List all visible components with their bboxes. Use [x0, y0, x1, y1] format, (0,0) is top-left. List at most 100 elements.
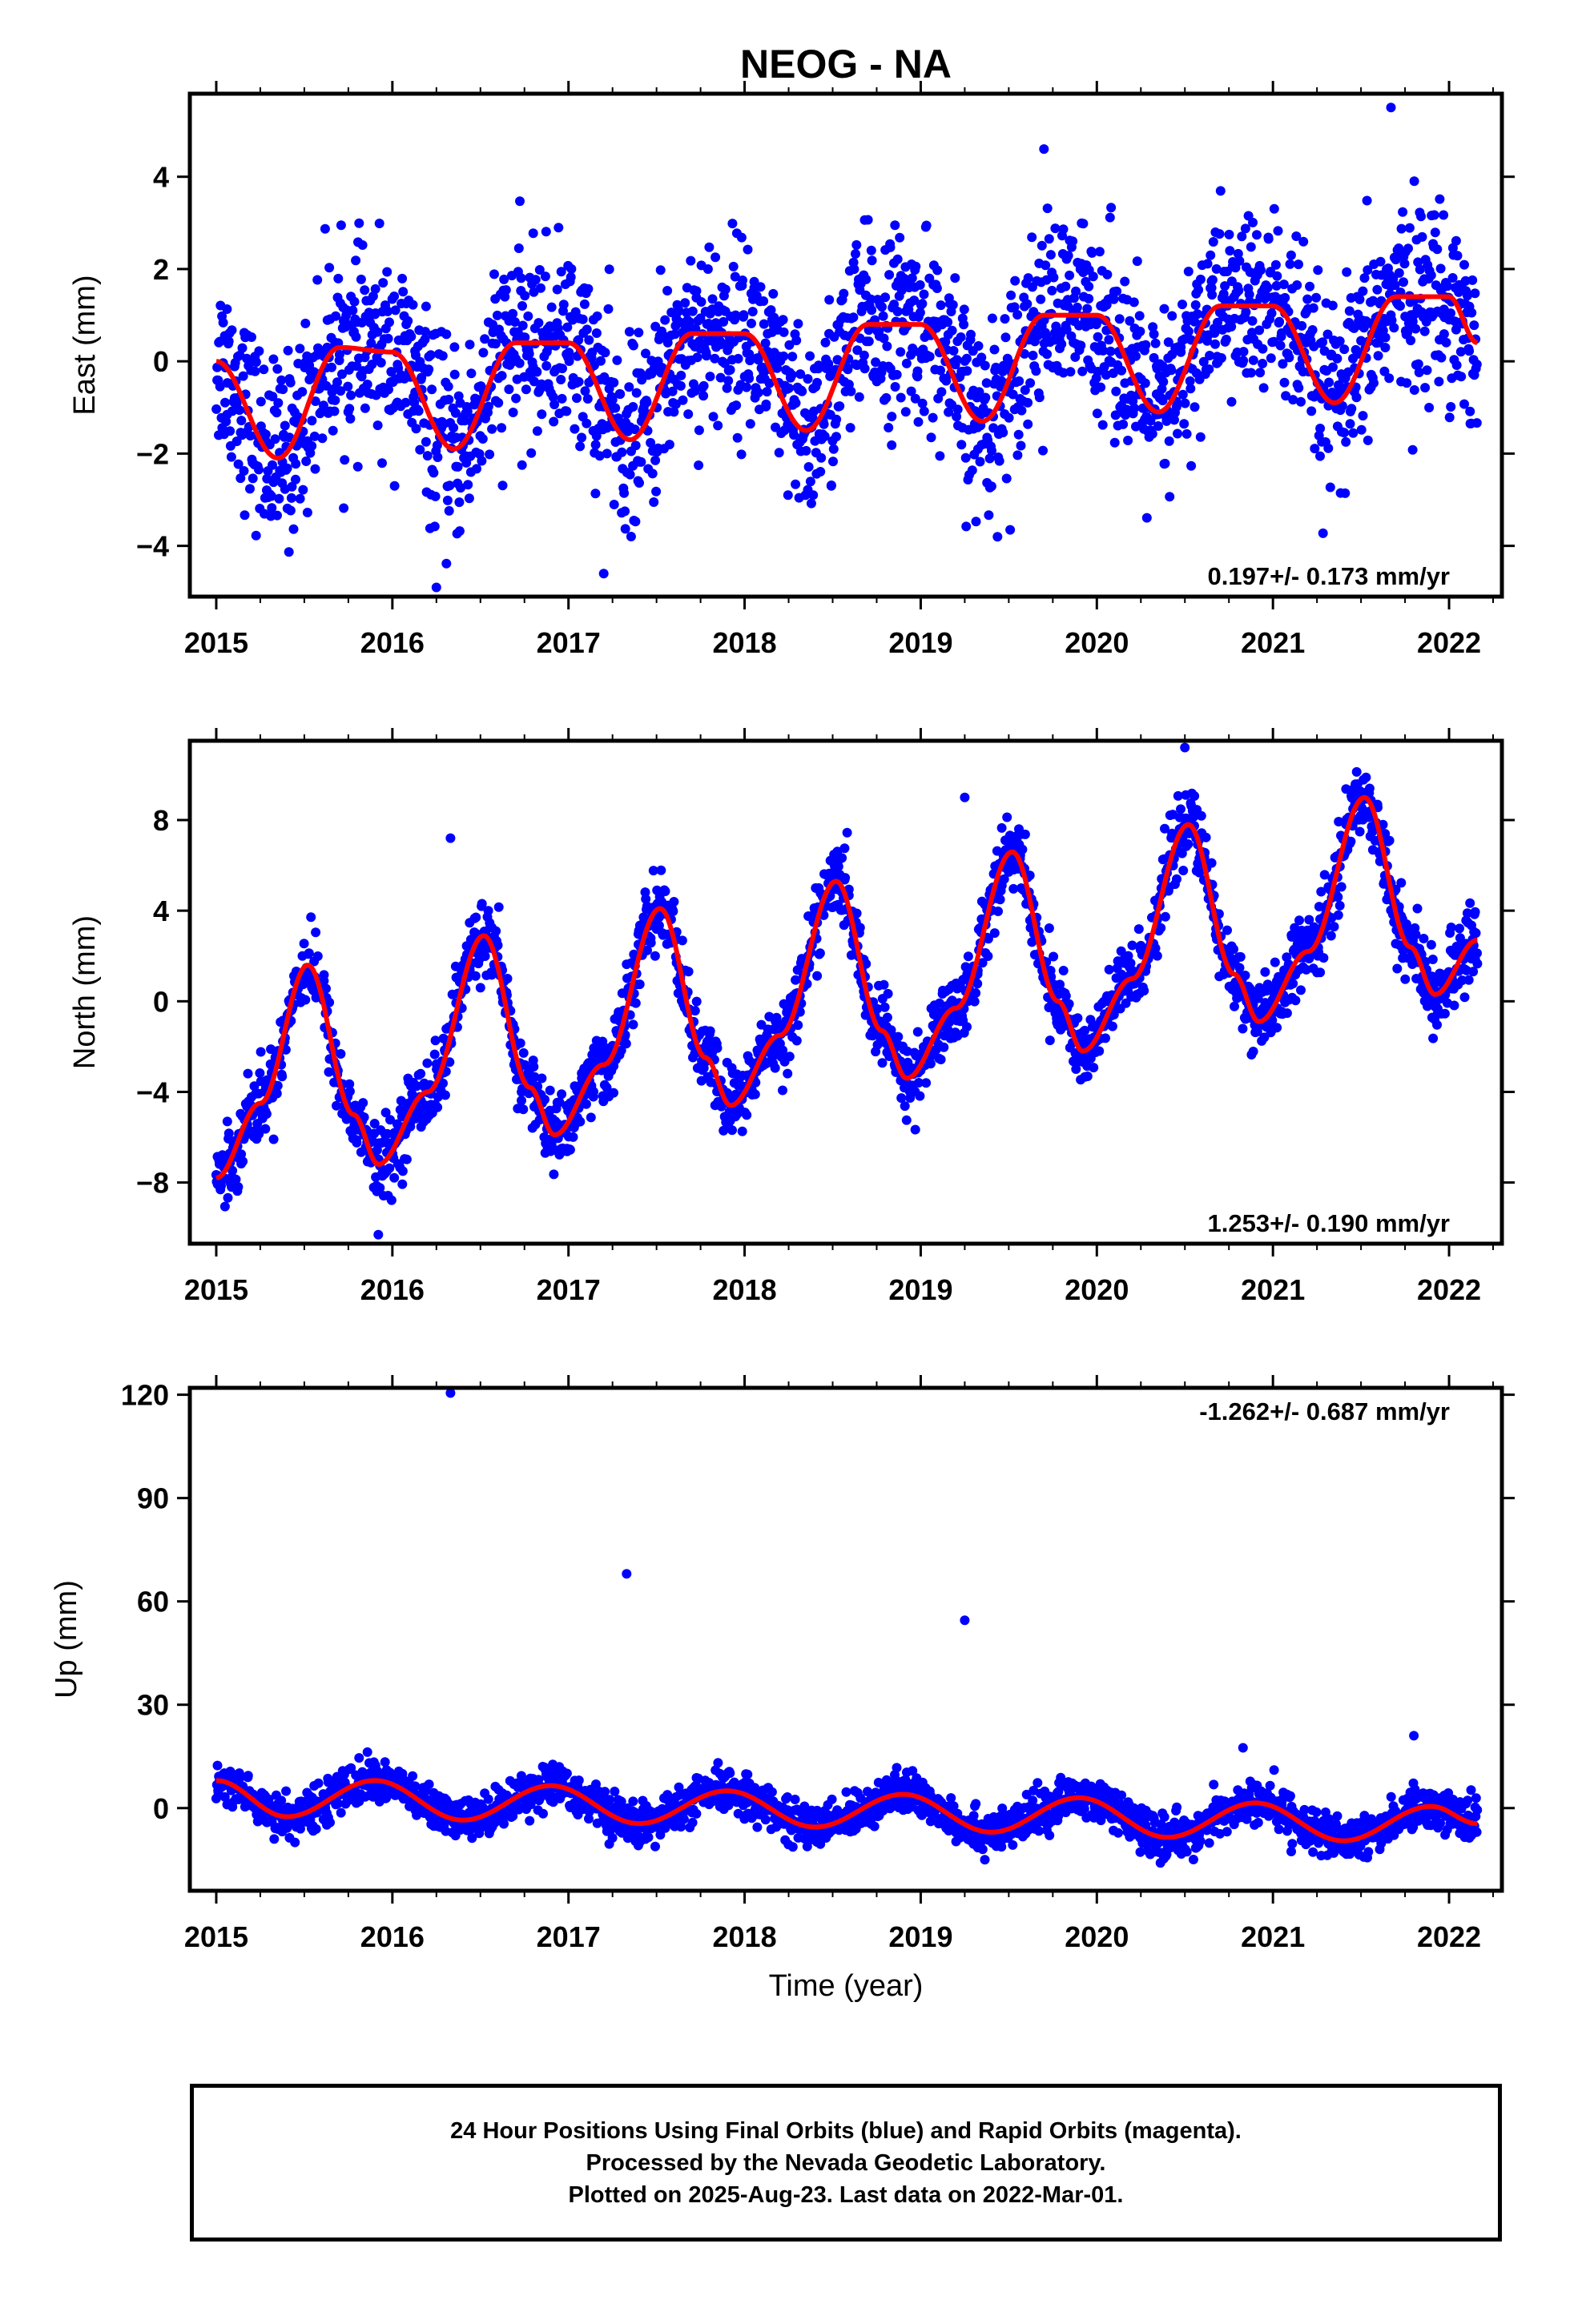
data-point: [1355, 826, 1365, 837]
data-point: [331, 311, 341, 321]
data-point: [1441, 337, 1451, 348]
data-point: [1145, 416, 1156, 426]
data-point: [269, 1834, 280, 1844]
data-point: [1256, 265, 1266, 275]
data-point: [1190, 402, 1200, 412]
data-point: [299, 939, 309, 949]
data-point: [380, 1108, 391, 1118]
data-point: [518, 1047, 529, 1058]
data-point: [1315, 424, 1326, 433]
y-tick-label: 0: [153, 345, 169, 378]
data-point: [1420, 383, 1431, 393]
data-point: [1247, 316, 1258, 326]
data-point: [1467, 308, 1477, 318]
data-point: [255, 1068, 265, 1078]
data-point: [430, 1035, 441, 1046]
data-point: [1262, 283, 1273, 293]
data-point: [472, 464, 481, 474]
data-point: [839, 288, 849, 299]
data-point: [1133, 924, 1144, 935]
data-point: [1036, 294, 1046, 304]
outlier-point: [431, 582, 441, 593]
data-point: [260, 1124, 271, 1134]
data-point: [374, 219, 384, 228]
data-point: [583, 283, 594, 294]
data-point: [1104, 335, 1114, 345]
data-point: [907, 273, 917, 283]
y-tick-label: −8: [136, 1167, 169, 1200]
data-point: [1322, 329, 1333, 340]
data-point: [848, 312, 859, 323]
data-point: [739, 310, 749, 320]
data-point: [1470, 907, 1480, 917]
data-point: [890, 382, 900, 392]
data-point: [368, 291, 378, 301]
data-point: [871, 357, 881, 368]
data-point: [287, 481, 297, 492]
data-point: [1432, 1019, 1442, 1030]
data-point: [1294, 915, 1304, 926]
data-point: [1398, 207, 1408, 217]
data-point: [312, 275, 323, 285]
data-point: [422, 451, 433, 461]
data-point: [664, 440, 674, 450]
data-point: [291, 474, 300, 485]
data-point: [562, 322, 573, 332]
data-point: [617, 447, 627, 457]
data-point: [1356, 336, 1367, 346]
data-point: [1024, 870, 1035, 881]
data-point: [408, 300, 418, 310]
data-point: [1034, 392, 1045, 403]
data-point: [477, 899, 487, 909]
x-tick-label: 2021: [1241, 626, 1305, 659]
data-point: [760, 338, 771, 348]
data-point: [1434, 376, 1444, 387]
data-point: [1072, 302, 1082, 312]
data-point: [1411, 930, 1421, 939]
data-point: [1432, 244, 1443, 255]
data-point: [630, 517, 641, 527]
data-point: [877, 302, 887, 312]
data-point: [235, 473, 246, 484]
data-point: [465, 340, 475, 350]
data-point: [1254, 325, 1265, 336]
data-point: [1218, 289, 1229, 300]
data-point: [566, 263, 577, 274]
data-point: [349, 296, 360, 307]
data-point: [582, 394, 593, 404]
x-tick-label: 2022: [1417, 1273, 1481, 1306]
data-point: [420, 334, 430, 344]
data-point: [545, 1085, 555, 1096]
data-point: [1399, 259, 1410, 269]
data-point: [1407, 444, 1418, 455]
data-point: [348, 305, 358, 316]
data-point: [812, 971, 823, 981]
data-point: [778, 1045, 788, 1055]
data-point: [413, 406, 424, 416]
data-point: [1462, 908, 1472, 919]
data-point: [1399, 277, 1408, 287]
x-tick-label: 2018: [713, 626, 777, 659]
data-point: [382, 267, 392, 277]
data-point: [1304, 915, 1314, 925]
data-point: [943, 1024, 953, 1035]
x-tick-label: 2020: [1065, 1273, 1129, 1306]
data-point: [566, 272, 576, 283]
data-point: [986, 481, 996, 492]
data-point: [541, 360, 552, 371]
data-point: [783, 490, 793, 501]
data-point: [925, 1059, 936, 1069]
data-point: [1378, 819, 1388, 830]
data-point: [728, 261, 739, 271]
data-point: [1240, 223, 1250, 234]
data-point: [1318, 337, 1328, 348]
data-point: [360, 403, 370, 413]
data-point: [272, 1080, 283, 1091]
data-point: [981, 378, 992, 388]
data-point: [828, 456, 838, 467]
data-point: [1412, 903, 1423, 914]
data-point: [1394, 267, 1404, 278]
data-point: [1263, 234, 1274, 244]
data-point: [1455, 923, 1464, 934]
data-point: [1403, 328, 1413, 338]
